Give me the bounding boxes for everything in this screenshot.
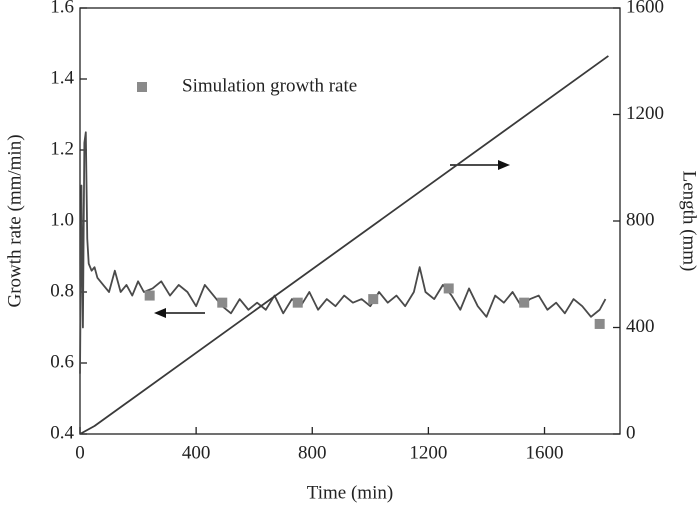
data-point [144,290,155,301]
legend-marker [137,82,147,92]
y2-tick-label: 800 [626,209,655,230]
arrow-right [450,160,510,170]
y2-tick-label: 400 [626,316,655,337]
data-point [217,297,228,308]
y-tick-label: 0.8 [50,280,74,301]
y2-tick-label: 0 [626,422,636,443]
y-tick-label: 0.6 [50,351,74,372]
y2-axis-label: Length (mm) [679,171,700,272]
data-point [519,297,530,308]
arrow-left [154,308,205,318]
y2-tick-label: 1600 [626,0,664,17]
y-tick-label: 1.0 [50,209,74,230]
data-line [79,131,607,374]
legend-label: Simulation growth rate [182,75,357,96]
x-tick-label: 1200 [409,442,447,463]
data-point [368,294,379,305]
x-tick-label: 1600 [526,442,564,463]
data-point [594,318,605,329]
y2-tick-label: 1200 [626,103,664,124]
y-tick-label: 1.4 [50,67,74,88]
x-tick-label: 400 [182,442,211,463]
x-axis-label: Time (min) [307,482,393,503]
x-tick-label: 0 [75,442,85,463]
y-tick-label: 0.4 [50,422,74,443]
y-axis-label: Growth rate (mm/min) [4,134,25,307]
plot-frame [79,7,621,435]
y-tick-label: 1.6 [50,0,74,17]
y-tick-label: 1.2 [50,138,74,159]
x-tick-label: 800 [298,442,327,463]
data-point [443,283,454,294]
data-point [292,297,303,308]
data-line [79,55,609,435]
